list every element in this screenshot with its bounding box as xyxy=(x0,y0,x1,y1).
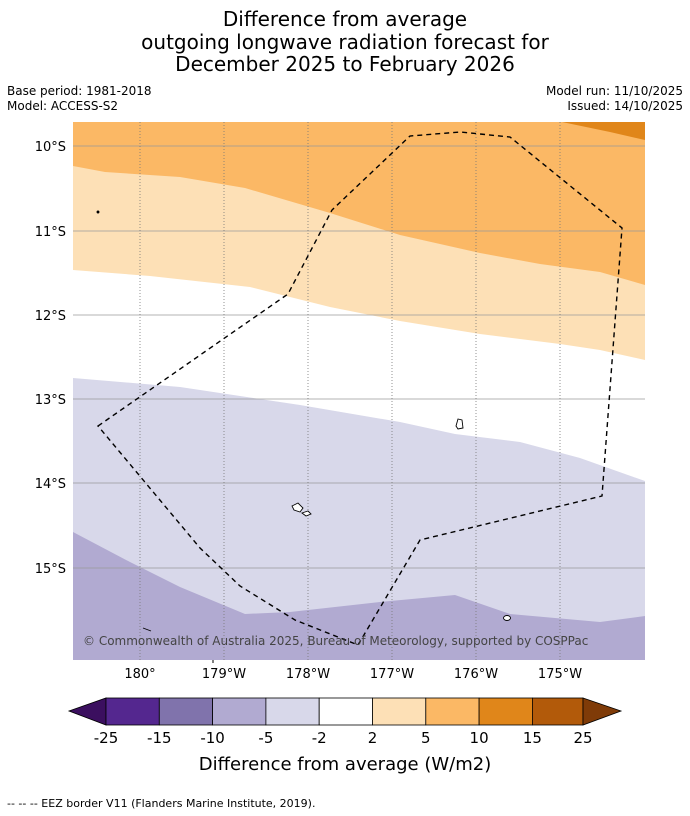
colorbar-tick-label: 15 xyxy=(523,729,542,747)
colorbar-tick-label: -5 xyxy=(258,729,273,747)
islands xyxy=(96,210,511,632)
island-alofi xyxy=(301,510,312,517)
lon-label: 175°W xyxy=(538,667,582,682)
lat-label: 10°S xyxy=(35,140,66,155)
colorbar-extend-high xyxy=(582,697,623,726)
title-line-1: Difference from average xyxy=(222,7,468,31)
band-pos5-10 xyxy=(73,122,645,285)
meta-right: Model run: 11/10/2025 Issued: 14/10/2025 xyxy=(546,84,683,114)
colorbar-tick-label: 10 xyxy=(470,729,489,747)
meta-left: Base period: 1981-2018 Model: ACCESS-S2 xyxy=(7,84,152,114)
title-line-3: December 2025 to February 2026 xyxy=(175,52,515,76)
lon-label: 178°W xyxy=(286,667,330,682)
colorbar-extend-low xyxy=(67,697,107,726)
island-small-east xyxy=(503,615,511,621)
chart-title: Difference from average outgoing longwav… xyxy=(0,8,690,76)
lat-label: 12°S xyxy=(35,309,66,324)
colorbar-tick-label: -15 xyxy=(147,729,172,747)
colorbar-tick-label: -25 xyxy=(94,729,119,747)
lon-label: 180° xyxy=(124,667,155,682)
island-small-southwest xyxy=(142,627,152,632)
lat-label: 14°S xyxy=(35,477,66,492)
longitude-labels: 180° 179°W 178°W 177°W 176°W 175°W xyxy=(124,667,582,682)
model-name: Model: ACCESS-S2 xyxy=(7,99,119,113)
lat-label: 15°S xyxy=(35,562,66,577)
colorbar-swatch xyxy=(158,697,214,726)
lon-label: 179°W xyxy=(202,667,246,682)
latitude-gridlines xyxy=(73,145,645,569)
island-futuna xyxy=(291,502,304,513)
colorbar-tick-label: 25 xyxy=(573,729,592,747)
island-wallis xyxy=(455,418,464,430)
map-plot: © Commonwealth of Australia 2025, Bureau… xyxy=(73,122,645,660)
issued-date: Issued: 14/10/2025 xyxy=(567,99,683,113)
lat-label: 11°S xyxy=(35,225,66,240)
island-dot-north xyxy=(96,210,100,214)
latitude-labels: 10°S 11°S 12°S 13°S 14°S 15°S xyxy=(35,140,66,577)
eez-border xyxy=(96,131,623,646)
title-line-2: outgoing longwave radiation forecast for xyxy=(141,29,549,54)
lat-label: 13°S xyxy=(35,393,66,408)
colorbar-swatch xyxy=(425,697,480,726)
band-neg5-10 xyxy=(73,532,645,660)
lon-label: 177°W xyxy=(370,667,414,682)
colorbar-label: Difference from average (W/m2) xyxy=(199,754,491,775)
lon-label: 176°W xyxy=(454,667,498,682)
copyright-notice: © Commonwealth of Australia 2025, Bureau… xyxy=(83,634,588,648)
colorbar-swatch xyxy=(372,697,427,726)
colorbar-swatch xyxy=(212,697,267,726)
colorbar-tick-label: 5 xyxy=(421,729,431,747)
eez-footnote: -- -- -- EEZ border V11 (Flanders Marine… xyxy=(7,797,316,810)
colorbar xyxy=(67,697,623,726)
colorbar-swatch xyxy=(478,697,533,726)
band-pos10-15 xyxy=(562,122,645,140)
model-run: Model run: 11/10/2025 xyxy=(545,84,683,98)
colorbar-swatch xyxy=(532,697,584,726)
colorbar-swatch xyxy=(318,697,373,726)
colorbar-ticks: -25 -15 -10 -5 -2 2 5 10 15 25 xyxy=(94,729,593,747)
colorbar-swatch xyxy=(265,697,320,726)
band-neg2-5 xyxy=(73,378,645,660)
colorbar-tick-label: 2 xyxy=(368,729,378,747)
colorbar-swatch xyxy=(105,697,160,726)
colorbar-tick-label: -10 xyxy=(200,729,225,747)
base-period: Base period: 1981-2018 xyxy=(7,84,152,98)
colorbar-tick-label: -2 xyxy=(312,729,327,747)
